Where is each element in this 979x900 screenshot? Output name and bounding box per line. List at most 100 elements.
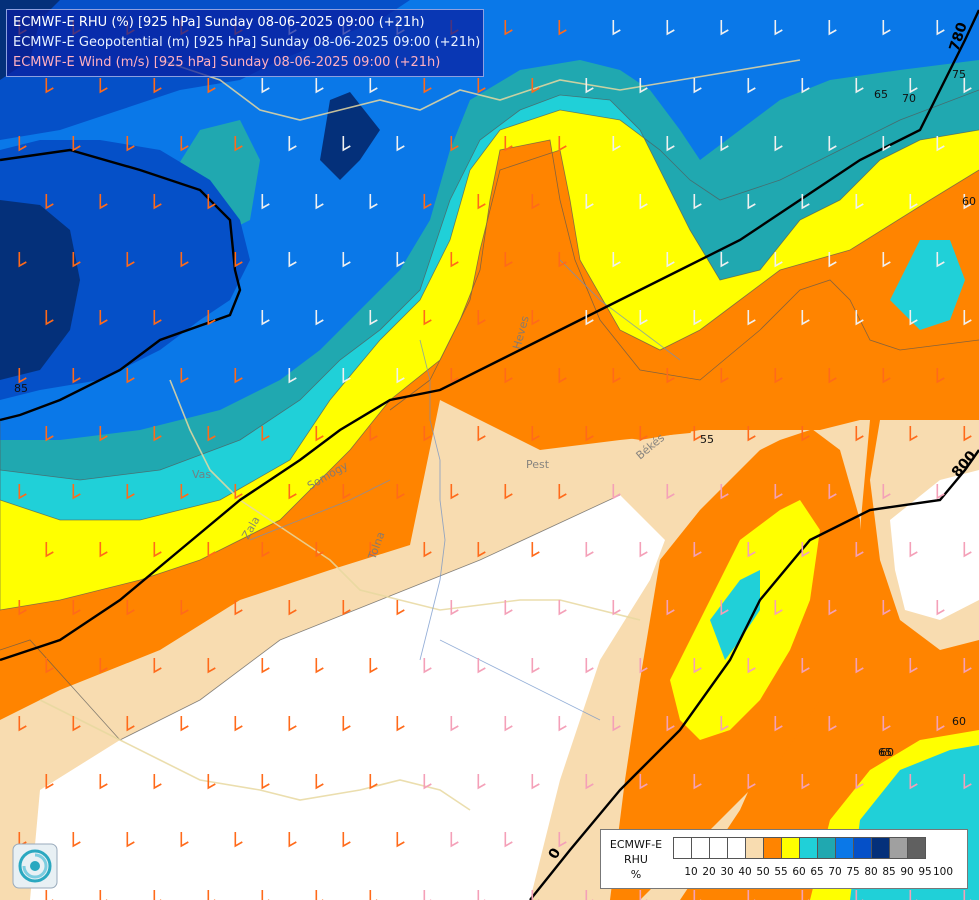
wind-barb xyxy=(828,136,837,152)
wind-barb xyxy=(153,426,162,442)
wind-barb xyxy=(504,136,513,152)
legend-tick-label: 40 xyxy=(738,866,752,878)
wind-barb xyxy=(288,716,297,732)
wind-barb xyxy=(315,426,324,442)
wind-barb xyxy=(639,426,648,442)
legend-swatch xyxy=(709,837,728,859)
wind-barb xyxy=(261,658,270,674)
legend-swatch xyxy=(745,837,764,859)
wind-barb xyxy=(423,658,432,674)
legend-tick-label: 20 xyxy=(702,866,716,878)
wind-barb xyxy=(882,484,891,500)
wind-barb xyxy=(693,658,702,674)
wind-barb xyxy=(774,20,783,36)
wind-barb xyxy=(558,600,567,616)
legend-swatch xyxy=(835,837,854,859)
wind-barb xyxy=(45,658,54,674)
wind-barb xyxy=(423,194,432,210)
wind-barb xyxy=(963,658,972,674)
legend-tick-label: 70 xyxy=(828,866,842,878)
wind-barb xyxy=(612,368,621,384)
wind-barb xyxy=(153,542,162,558)
wind-barb xyxy=(936,368,945,384)
wind-barb xyxy=(828,484,837,500)
contour-label: 60 xyxy=(952,715,966,728)
wind-barb xyxy=(504,600,513,616)
geopotential-layer-title: ECMWF-E Geopotential (m) [925 hPa] Sunda… xyxy=(13,35,481,50)
wind-barb xyxy=(288,136,297,152)
legend-tick-label: 85 xyxy=(882,866,896,878)
wind-barb xyxy=(909,194,918,210)
wind-barb xyxy=(774,136,783,152)
wind-barb xyxy=(963,194,972,210)
legend-swatch xyxy=(673,837,692,859)
wind-barb xyxy=(963,774,972,790)
wind-barb xyxy=(477,774,486,790)
wind-barb xyxy=(261,194,270,210)
wind-barb xyxy=(585,194,594,210)
wind-barb xyxy=(666,716,675,732)
wind-barb xyxy=(855,426,864,442)
legend-tick-label: 55 xyxy=(774,866,788,878)
wind-barb xyxy=(747,658,756,674)
wind-layer-title: ECMWF-E Wind (m/s) [925 hPa] Sunday 08-0… xyxy=(13,55,441,70)
wind-barb xyxy=(936,716,945,732)
legend-tick-label: 100 xyxy=(932,866,954,878)
wind-barb xyxy=(72,484,81,500)
wind-barb xyxy=(801,426,810,442)
wind-barb xyxy=(693,890,702,900)
wind-barb xyxy=(450,600,459,616)
wind-barb xyxy=(450,368,459,384)
contour-label: 65 xyxy=(878,746,892,759)
contour-label: 55 xyxy=(700,433,714,446)
wind-barb xyxy=(396,368,405,384)
wind-barb xyxy=(666,136,675,152)
layer-info-box: ECMWF-E RHU (%) [925 hPa] Sunday 08-06-2… xyxy=(6,9,484,77)
wind-barb xyxy=(261,426,270,442)
rhu-white-east xyxy=(890,470,979,620)
wind-barb xyxy=(180,136,189,152)
wind-barb xyxy=(369,658,378,674)
wind-barb xyxy=(855,194,864,210)
legend-swatch xyxy=(853,837,872,859)
rhu-band-75 xyxy=(0,0,979,440)
wind-barb xyxy=(855,542,864,558)
wind-barb xyxy=(720,136,729,152)
wind-barb xyxy=(72,368,81,384)
wind-barb xyxy=(639,658,648,674)
wind-barb xyxy=(828,368,837,384)
wind-barb xyxy=(747,194,756,210)
wind-barb xyxy=(99,194,108,210)
wind-barb xyxy=(477,658,486,674)
wind-barb xyxy=(720,252,729,268)
wind-barb xyxy=(423,310,432,326)
wind-barb xyxy=(126,252,135,268)
legend-tick-label: 10 xyxy=(684,866,698,878)
legend-tick-label: 60 xyxy=(792,866,806,878)
wind-barb xyxy=(504,252,513,268)
wind-barb xyxy=(45,890,54,900)
wind-barb xyxy=(936,136,945,152)
contour-label: 70 xyxy=(902,92,916,105)
wind-barb xyxy=(342,136,351,152)
wind-barb xyxy=(450,484,459,500)
wind-barb xyxy=(342,368,351,384)
legend-title-unit: % xyxy=(630,868,642,881)
wind-barb xyxy=(936,20,945,36)
wind-barb xyxy=(315,658,324,674)
wind-barb xyxy=(99,310,108,326)
wind-barb xyxy=(369,774,378,790)
wind-barb xyxy=(909,542,918,558)
wind-barb xyxy=(180,832,189,848)
wind-barb xyxy=(261,78,270,94)
wind-barb xyxy=(396,600,405,616)
wind-barb xyxy=(774,716,783,732)
wind-barb xyxy=(180,600,189,616)
wind-barb xyxy=(747,774,756,790)
wind-barb xyxy=(855,774,864,790)
wind-barb xyxy=(126,832,135,848)
wind-barb xyxy=(531,78,540,94)
legend-tick-label: 30 xyxy=(720,866,734,878)
